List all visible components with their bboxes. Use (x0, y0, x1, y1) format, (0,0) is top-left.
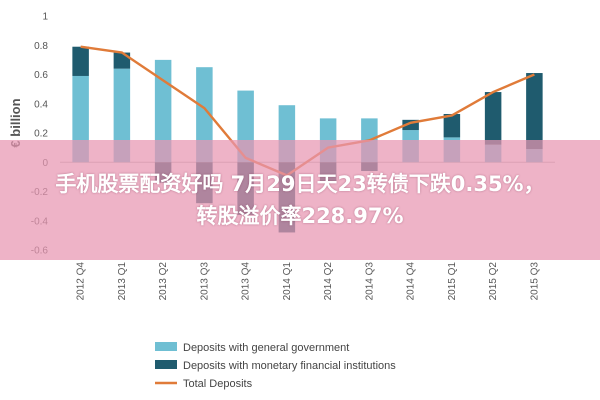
headline-line-1: 手机股票配资好吗 7月29日天23转债下跌0.35%， (55, 172, 545, 196)
y-tick-label: 0.6 (34, 70, 48, 81)
y-tick-label: 1 (42, 12, 48, 23)
x-tick-label: 2013 Q2 (158, 262, 169, 301)
y-tick-label: 0.2 (34, 129, 48, 140)
headline-banner: 手机股票配资好吗 7月29日天23转债下跌0.35%， 转股溢价率228.97% (0, 140, 600, 260)
bar-mfi-9 (443, 113, 461, 138)
x-tick-label: 2015 Q3 (529, 262, 540, 301)
bar-general-government-2 (154, 59, 172, 163)
y-axis-label: € billion (8, 98, 23, 147)
x-tick-label: 2013 Q4 (241, 262, 252, 301)
bar-mfi-0 (72, 46, 89, 76)
legend-label-1: Deposits with monetary financial institu… (183, 360, 396, 372)
x-tick-label: 2013 Q1 (117, 262, 128, 301)
legend-label-2: Total Deposits (183, 378, 253, 390)
bar-mfi-1 (113, 52, 131, 69)
headline-line-2: 转股溢价率228.97% (196, 204, 404, 228)
bar-general-government-1 (113, 68, 131, 163)
x-axis-ticks: 2012 Q4 2013 Q1 2013 Q2 2013 Q3 2013 Q4 2014 … (76, 262, 541, 301)
bar-mfi-8 (402, 119, 419, 131)
x-tick-label: 2014 Q2 (323, 262, 334, 301)
legend-swatch-1 (155, 360, 177, 369)
x-tick-label: 2015 Q1 (447, 262, 458, 301)
x-tick-label: 2014 Q3 (364, 262, 375, 301)
x-tick-label: 2014 Q4 (406, 262, 417, 301)
legend-label-0: Deposits with general government (183, 342, 349, 354)
x-tick-label: 2014 Q1 (282, 262, 293, 301)
y-tick-label: 0.8 (34, 41, 48, 52)
bar-mfi-10 (484, 92, 502, 145)
bar-mfi-11 (526, 73, 543, 150)
legend: Deposits with general government Deposits… (155, 342, 396, 390)
x-tick-label: 2015 Q2 (488, 262, 499, 301)
y-tick-label: 0.4 (34, 99, 48, 110)
bar-general-government-3 (196, 67, 213, 163)
x-tick-label: 2013 Q3 (199, 262, 210, 301)
x-tick-label: 2012 Q4 (76, 262, 87, 301)
legend-swatch-0 (155, 342, 177, 351)
